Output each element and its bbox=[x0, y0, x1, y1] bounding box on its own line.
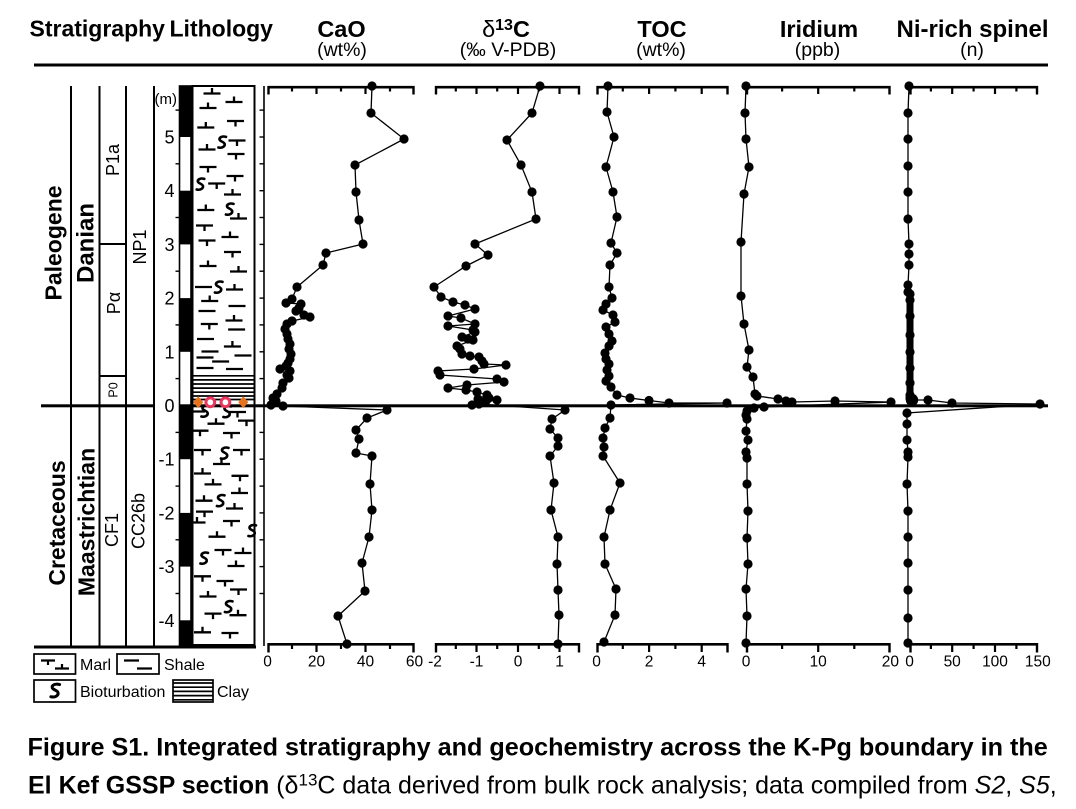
svg-text:P0: P0 bbox=[107, 382, 121, 397]
svg-text:0: 0 bbox=[164, 396, 174, 416]
svg-text:(n): (n) bbox=[960, 39, 984, 61]
svg-text:CF1: CF1 bbox=[102, 513, 122, 547]
svg-text:1: 1 bbox=[164, 342, 174, 362]
svg-text:40: 40 bbox=[357, 654, 375, 671]
svg-text:Iridium: Iridium bbox=[780, 16, 858, 42]
svg-text:Shale: Shale bbox=[164, 657, 205, 674]
svg-text:-1: -1 bbox=[470, 654, 484, 671]
svg-text:(ppb): (ppb) bbox=[795, 39, 841, 61]
svg-text:(‰ V-PDB): (‰ V-PDB) bbox=[460, 39, 556, 61]
svg-text:Maastrichtian: Maastrichtian bbox=[74, 448, 100, 596]
svg-text:Ni-rich spinel: Ni-rich spinel bbox=[896, 16, 1048, 43]
svg-text:1: 1 bbox=[555, 654, 564, 671]
svg-text:Clay: Clay bbox=[217, 684, 249, 701]
svg-text:20: 20 bbox=[882, 654, 900, 671]
svg-text:0: 0 bbox=[592, 654, 601, 671]
svg-text:(wt%): (wt%) bbox=[317, 39, 367, 61]
svg-text:-4: -4 bbox=[158, 611, 174, 631]
svg-text:Cretaceous: Cretaceous bbox=[44, 460, 70, 585]
svg-text:P1a: P1a bbox=[103, 143, 123, 176]
svg-text:Bioturbation: Bioturbation bbox=[80, 684, 165, 701]
svg-text:20: 20 bbox=[308, 654, 326, 671]
svg-text:0: 0 bbox=[742, 654, 751, 671]
svg-text:60: 60 bbox=[406, 654, 424, 671]
svg-text:4: 4 bbox=[697, 654, 706, 671]
svg-text:5: 5 bbox=[164, 128, 174, 148]
svg-text:Paleogene: Paleogene bbox=[41, 185, 67, 300]
svg-text:NP1: NP1 bbox=[130, 229, 150, 264]
svg-text:CaO: CaO bbox=[317, 16, 365, 42]
svg-text:10: 10 bbox=[810, 654, 828, 671]
svg-text:-3: -3 bbox=[158, 557, 174, 577]
svg-text:-2: -2 bbox=[158, 503, 174, 523]
svg-text:Danian: Danian bbox=[73, 203, 100, 283]
svg-text:El Kef GSSP section (δ13C data: El Kef GSSP section (δ13C data derived f… bbox=[28, 771, 1057, 800]
svg-text:0: 0 bbox=[905, 654, 914, 671]
svg-text:2: 2 bbox=[645, 654, 654, 671]
svg-text:3: 3 bbox=[164, 235, 174, 255]
svg-text:50: 50 bbox=[944, 654, 962, 671]
svg-text:4: 4 bbox=[164, 181, 174, 201]
svg-text:-2: -2 bbox=[428, 654, 442, 671]
svg-text:Lithology: Lithology bbox=[170, 16, 274, 42]
svg-text:Pα: Pα bbox=[104, 292, 124, 314]
svg-text:0: 0 bbox=[514, 654, 523, 671]
svg-text:150: 150 bbox=[1025, 654, 1051, 671]
svg-text:0: 0 bbox=[263, 654, 272, 671]
svg-text:Marl: Marl bbox=[80, 657, 111, 674]
svg-text:Stratigraphy: Stratigraphy bbox=[30, 16, 166, 42]
svg-text:CC26b: CC26b bbox=[129, 493, 149, 549]
svg-text:-1: -1 bbox=[158, 450, 174, 470]
svg-text:(wt%): (wt%) bbox=[636, 39, 686, 61]
svg-text:Figure S1. Integrated stratigr: Figure S1. Integrated stratigraphy and g… bbox=[28, 734, 1048, 762]
svg-text:TOC: TOC bbox=[637, 16, 686, 42]
svg-text:100: 100 bbox=[982, 654, 1008, 671]
svg-text:2: 2 bbox=[164, 289, 174, 309]
svg-text:(m): (m) bbox=[155, 91, 178, 108]
